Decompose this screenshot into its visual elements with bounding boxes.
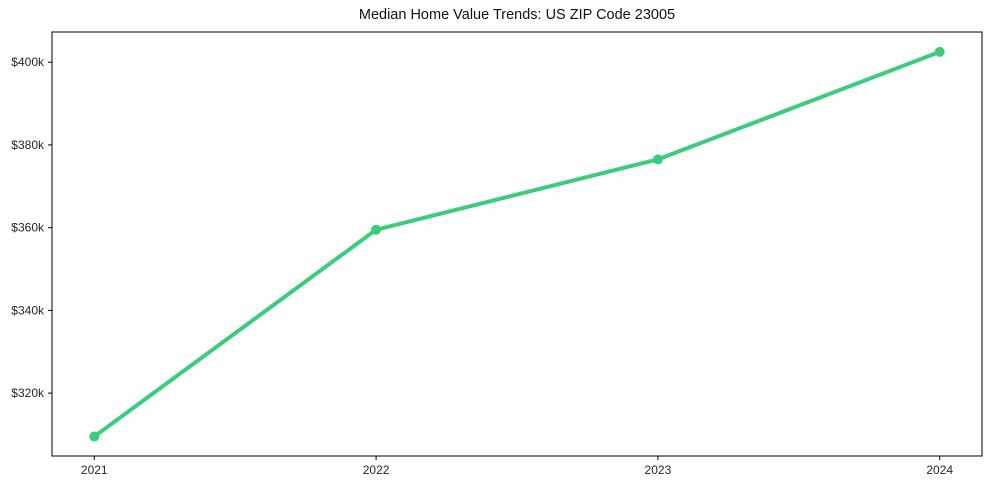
plot-frame xyxy=(51,31,983,457)
y-tick-label: $400k xyxy=(11,55,45,69)
y-tick-label: $320k xyxy=(11,386,45,400)
x-tick-label: 2023 xyxy=(645,463,672,477)
trend-line xyxy=(92,49,942,439)
x-tick-label: 2022 xyxy=(363,463,390,477)
data-point-marker xyxy=(934,46,945,57)
y-tick-label: $360k xyxy=(11,221,45,235)
data-point-marker xyxy=(371,224,382,235)
x-tick-label: 2024 xyxy=(926,463,953,477)
y-tick-label: $340k xyxy=(11,303,45,317)
x-tick-label: 2021 xyxy=(81,463,108,477)
chart-title: Median Home Value Trends: US ZIP Code 23… xyxy=(358,7,676,23)
data-point-marker xyxy=(89,431,100,442)
y-tick-label: $380k xyxy=(11,138,45,152)
data-point-marker xyxy=(652,154,663,165)
